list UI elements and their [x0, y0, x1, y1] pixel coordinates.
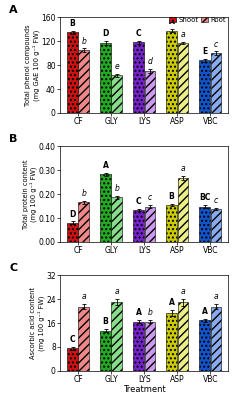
Bar [67, 32, 78, 113]
Bar [211, 307, 221, 371]
Bar [145, 322, 155, 371]
Text: b: b [147, 308, 152, 317]
Y-axis label: Total phenol compounds
(mg GAE 100 g⁻¹ FW): Total phenol compounds (mg GAE 100 g⁻¹ F… [25, 24, 40, 106]
Bar [67, 348, 78, 371]
Text: c: c [214, 196, 218, 205]
Bar [166, 30, 177, 113]
Text: d: d [147, 58, 152, 66]
Text: a: a [181, 30, 185, 39]
Bar [178, 302, 188, 371]
Bar [133, 322, 144, 371]
Bar [111, 75, 122, 113]
Bar [100, 330, 111, 371]
Text: c: c [148, 194, 152, 202]
Bar [211, 53, 221, 113]
Text: b: b [81, 190, 86, 198]
Text: A: A [136, 308, 142, 317]
Bar [78, 307, 89, 371]
Y-axis label: Total protein content
(mg 100 g⁻¹ FW): Total protein content (mg 100 g⁻¹ FW) [23, 159, 37, 229]
Bar [178, 43, 188, 113]
Text: a: a [181, 164, 185, 173]
Bar [145, 71, 155, 113]
Bar [111, 198, 122, 242]
Bar [199, 60, 210, 113]
Text: c: c [214, 40, 218, 48]
X-axis label: Treatment: Treatment [123, 386, 166, 394]
Bar [111, 302, 122, 371]
Text: a: a [214, 292, 218, 301]
Text: BC: BC [199, 194, 210, 202]
Bar [145, 206, 155, 242]
Bar [67, 223, 78, 242]
Text: C: C [9, 263, 18, 273]
Text: a: a [114, 287, 119, 296]
Bar [100, 174, 111, 242]
Bar [78, 202, 89, 242]
Text: E: E [202, 47, 207, 56]
Text: b: b [114, 184, 119, 193]
Text: A: A [169, 298, 175, 307]
Text: B: B [9, 134, 18, 144]
Text: B: B [103, 317, 108, 326]
Bar [166, 205, 177, 242]
Bar [166, 313, 177, 371]
Text: e: e [114, 62, 119, 71]
Text: b: b [81, 36, 86, 46]
Bar [199, 320, 210, 371]
Text: C: C [136, 197, 141, 206]
Text: A: A [103, 161, 109, 170]
Text: D: D [69, 210, 76, 218]
Text: D: D [102, 30, 109, 38]
Y-axis label: Ascorbic acid content
(mg 100 g⁻¹ FW): Ascorbic acid content (mg 100 g⁻¹ FW) [30, 287, 45, 359]
Text: B: B [70, 19, 75, 28]
Text: a: a [81, 292, 86, 301]
Bar [133, 42, 144, 113]
Bar [100, 43, 111, 113]
Bar [211, 209, 221, 242]
Text: C: C [70, 335, 75, 344]
Bar [178, 178, 188, 242]
Text: A: A [9, 6, 18, 16]
Bar [199, 206, 210, 242]
Text: B: B [169, 192, 175, 201]
Text: A: A [169, 18, 175, 26]
Bar [78, 50, 89, 113]
Bar [133, 210, 144, 242]
Legend: Shoot, Root: Shoot, Root [169, 16, 227, 24]
Text: a: a [181, 287, 185, 296]
Text: C: C [136, 29, 141, 38]
Text: A: A [202, 307, 208, 316]
